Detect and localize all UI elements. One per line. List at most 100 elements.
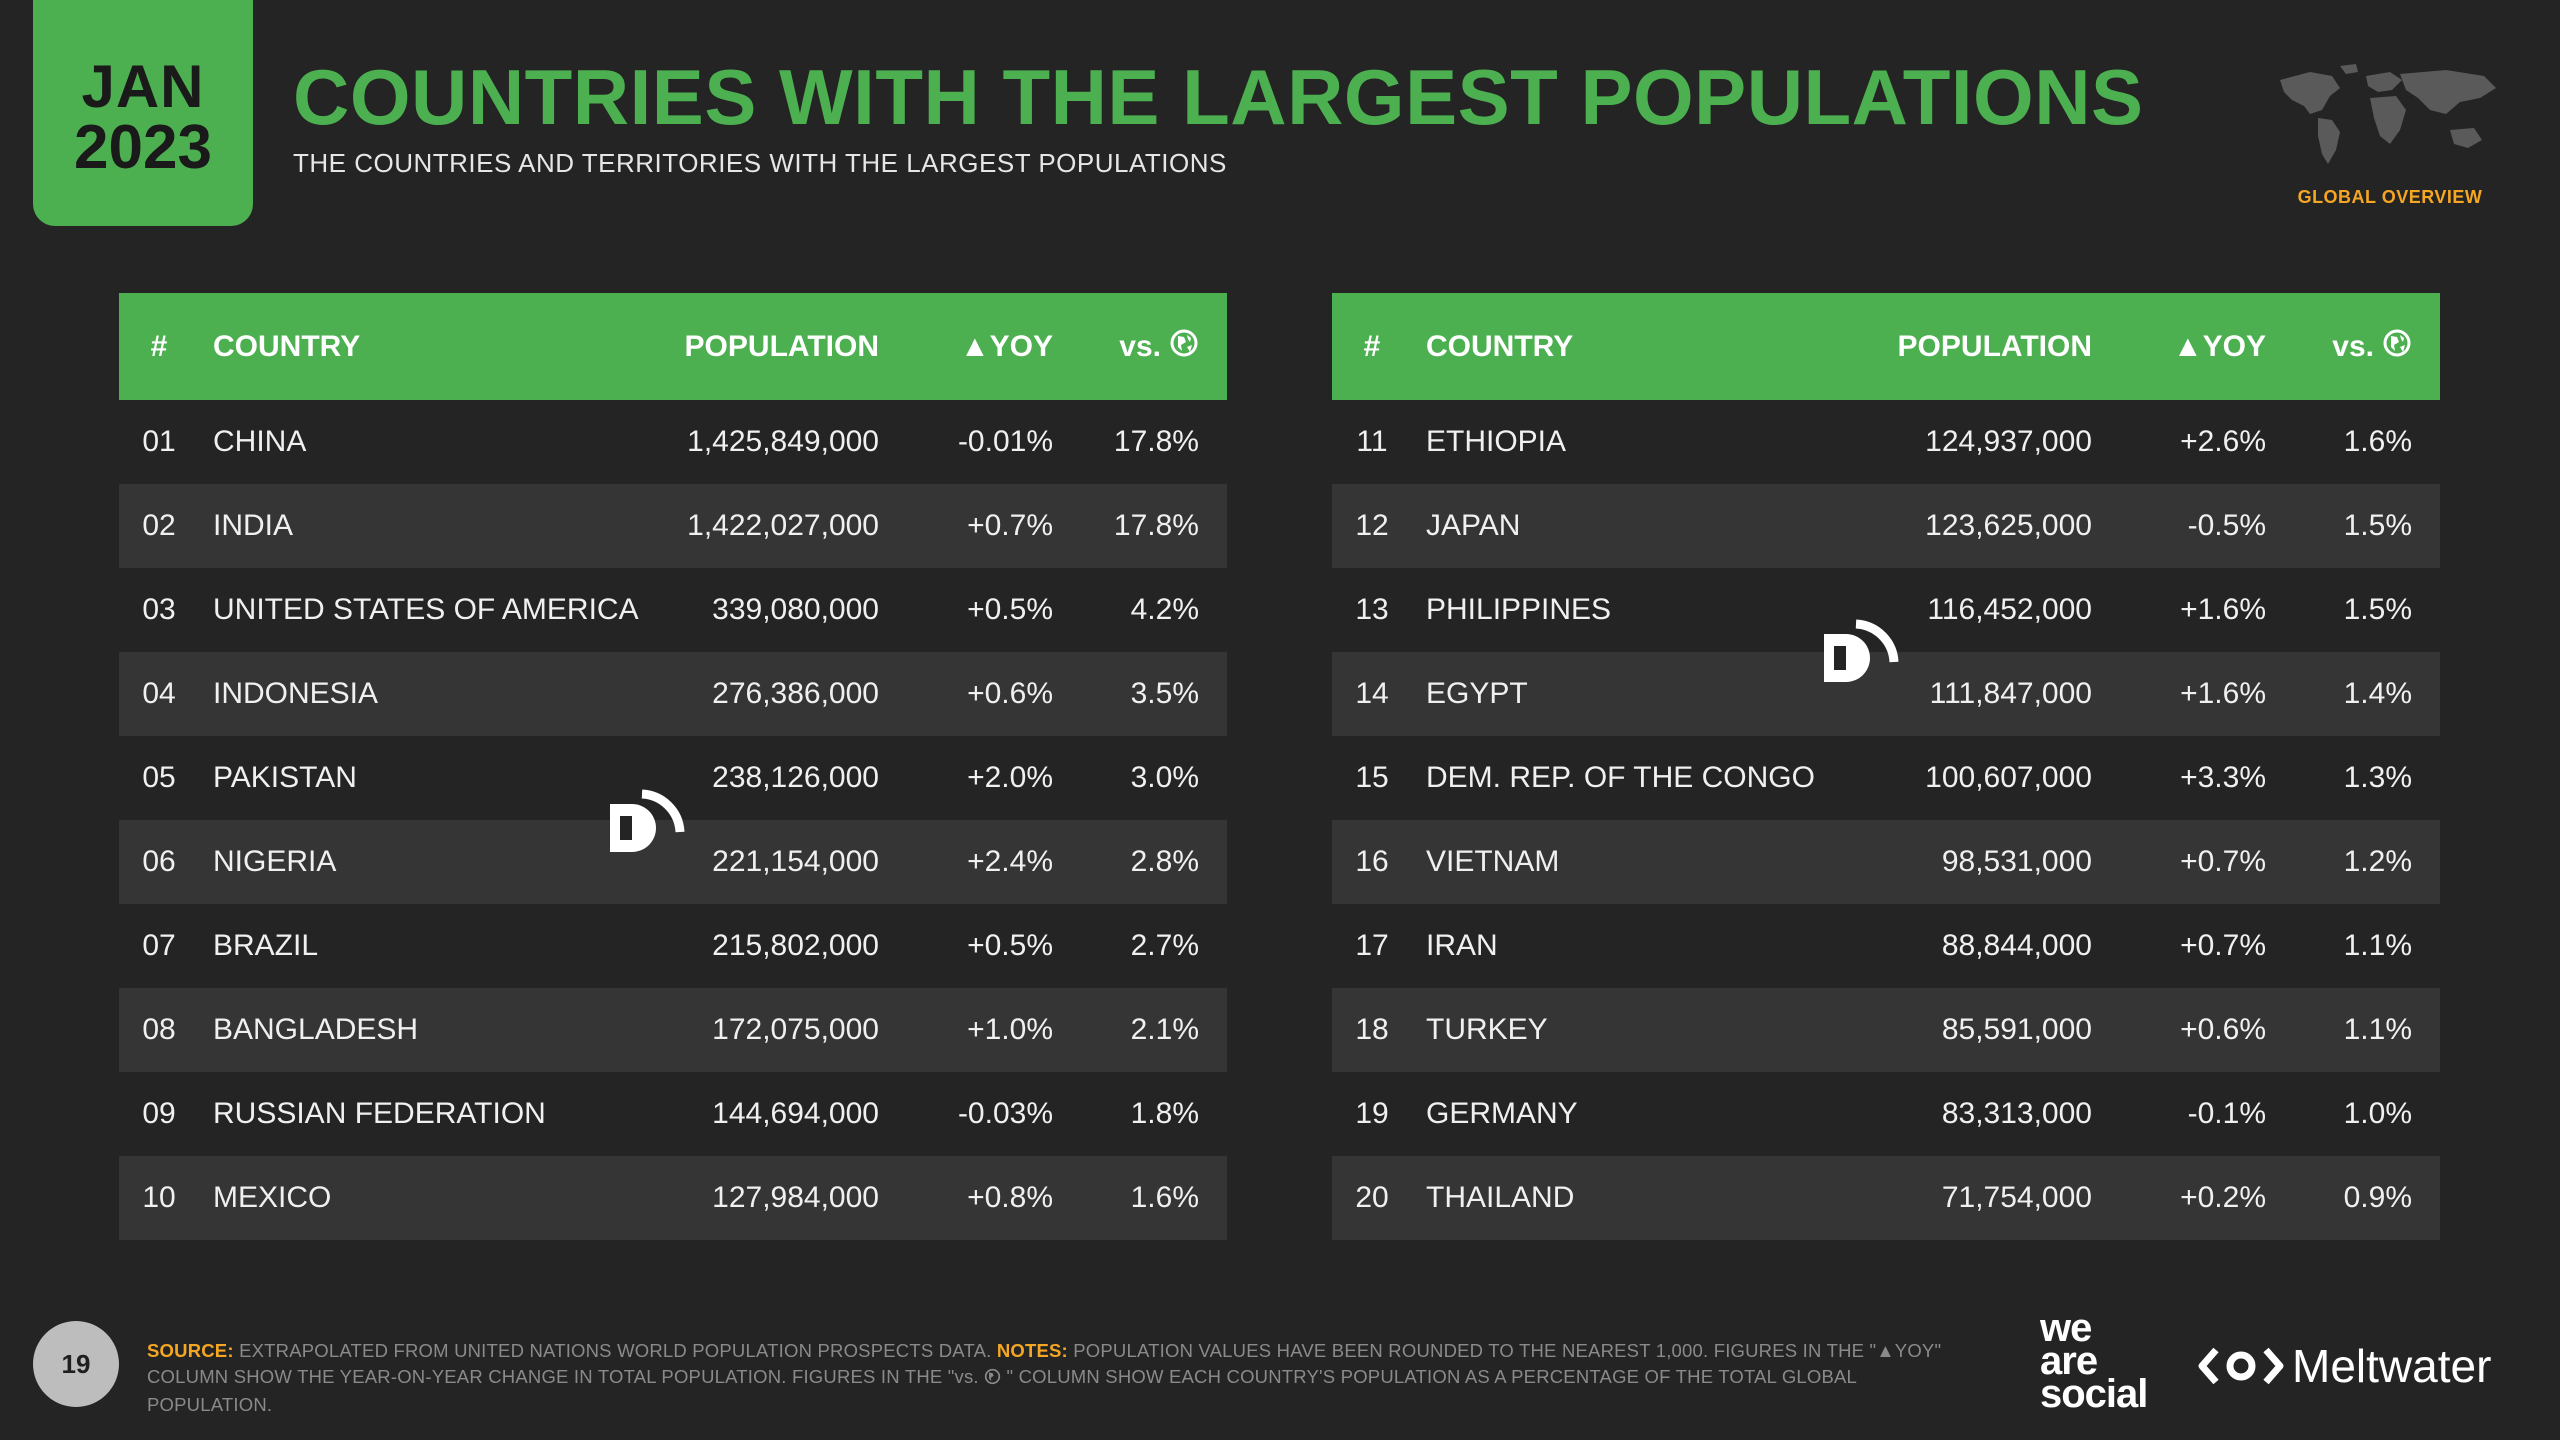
- table-row: 05 PAKISTAN 238,126,000 +2.0% 3.0%: [119, 736, 1227, 820]
- share-cell: 1.6%: [2343, 425, 2412, 458]
- table-row: 03 UNITED STATES OF AMERICA 339,080,000 +0.…: [119, 568, 1227, 652]
- yoy-cell: +2.6%: [2180, 425, 2266, 458]
- population-cell: 276,386,000: [712, 677, 879, 710]
- share-cell: 4.2%: [1130, 593, 1199, 626]
- share-cell: 1.4%: [2343, 677, 2412, 710]
- table-row: 19 GERMANY 83,313,000 -0.1% 1.0%: [1332, 1072, 2440, 1156]
- page-number: 19: [33, 1321, 119, 1407]
- table-row: 04 INDONESIA 276,386,000 +0.6% 3.5%: [119, 652, 1227, 736]
- population-cell: 215,802,000: [712, 929, 879, 962]
- header-country: COUNTRY: [1426, 329, 1574, 363]
- share-cell: 1.1%: [2343, 1013, 2412, 1046]
- population-cell: 1,425,849,000: [687, 425, 879, 458]
- share-cell: 3.0%: [1130, 761, 1199, 794]
- header-rank: #: [1363, 329, 1381, 363]
- datareportal-watermark-icon: [606, 776, 688, 863]
- country-cell: EGYPT: [1426, 677, 1528, 710]
- table-row: 11 ETHIOPIA 124,937,000 +2.6% 1.6%: [1332, 400, 2440, 484]
- table-header: # COUNTRY POPULATION ▲YOY vs.: [119, 293, 1227, 400]
- country-cell: GERMANY: [1426, 1097, 1578, 1130]
- notes-text-1: POPULATION VALUES HAVE BEEN ROUNDED TO T…: [147, 1340, 1942, 1387]
- rank-cell: 03: [142, 593, 176, 626]
- rank-cell: 14: [1355, 677, 1389, 710]
- logo-line: social: [2040, 1372, 2148, 1416]
- country-cell: IRAN: [1426, 929, 1498, 962]
- country-cell: RUSSIAN FEDERATION: [213, 1097, 546, 1130]
- we-are-social-logo: we are social: [2040, 1306, 2148, 1416]
- share-cell: 2.1%: [1130, 1013, 1199, 1046]
- globe-icon: [984, 1366, 1001, 1392]
- rank-cell: 18: [1355, 1013, 1389, 1046]
- rank-cell: 02: [142, 509, 176, 542]
- yoy-cell: +0.5%: [967, 593, 1053, 626]
- yoy-cell: -0.5%: [2187, 509, 2266, 542]
- header-country: COUNTRY: [213, 329, 361, 363]
- table-row: 20 THAILAND 71,754,000 +0.2% 0.9%: [1332, 1156, 2440, 1240]
- country-cell: PAKISTAN: [213, 761, 357, 794]
- rank-cell: 04: [142, 677, 176, 710]
- country-cell: MEXICO: [213, 1181, 332, 1214]
- header-population: POPULATION: [1897, 329, 2092, 363]
- header-population: POPULATION: [684, 329, 879, 363]
- population-table-left: # COUNTRY POPULATION ▲YOY vs. 01 CHINA 1,4…: [119, 293, 1227, 1240]
- table-row: 16 VIETNAM 98,531,000 +0.7% 1.2%: [1332, 820, 2440, 904]
- population-cell: 111,847,000: [1929, 677, 2092, 710]
- table-row: 10 MEXICO 127,984,000 +0.8% 1.6%: [119, 1156, 1227, 1240]
- logo-line: we: [2040, 1306, 2092, 1350]
- meltwater-wordmark: Meltwater: [2292, 1340, 2492, 1392]
- yoy-cell: +0.2%: [2180, 1181, 2266, 1214]
- rank-cell: 17: [1355, 929, 1389, 962]
- table-row: 17 IRAN 88,844,000 +0.7% 1.1%: [1332, 904, 2440, 988]
- share-cell: 0.9%: [2343, 1181, 2412, 1214]
- population-cell: 238,126,000: [712, 761, 879, 794]
- yoy-cell: +1.6%: [2180, 677, 2266, 710]
- country-cell: TURKEY: [1426, 1013, 1548, 1046]
- share-cell: 1.5%: [2343, 593, 2412, 626]
- header-yoy: ▲YOY: [2172, 329, 2266, 363]
- population-cell: 339,080,000: [712, 593, 879, 626]
- country-cell: THAILAND: [1426, 1181, 1575, 1214]
- rank-cell: 10: [142, 1181, 176, 1214]
- country-cell: BRAZIL: [213, 929, 319, 962]
- table-row: 18 TURKEY 85,591,000 +0.6% 1.1%: [1332, 988, 2440, 1072]
- table-header: # COUNTRY POPULATION ▲YOY vs.: [1332, 293, 2440, 400]
- population-cell: 1,422,027,000: [687, 509, 879, 542]
- footer-notes: SOURCE: EXTRAPOLATED FROM UNITED NATIONS…: [147, 1338, 1967, 1418]
- country-cell: BANGLADESH: [213, 1013, 419, 1046]
- share-cell: 1.0%: [2343, 1097, 2412, 1130]
- population-cell: 127,984,000: [712, 1181, 879, 1214]
- rank-cell: 20: [1355, 1181, 1389, 1214]
- date-badge: JAN 2023: [33, 0, 253, 226]
- population-cell: 123,625,000: [1925, 509, 2092, 542]
- country-cell: CHINA: [213, 425, 307, 458]
- rank-cell: 12: [1355, 509, 1389, 542]
- rank-cell: 15: [1355, 761, 1389, 794]
- yoy-cell: +3.3%: [2180, 761, 2266, 794]
- yoy-cell: -0.1%: [2187, 1097, 2266, 1130]
- yoy-cell: +1.0%: [967, 1013, 1053, 1046]
- population-cell: 221,154,000: [712, 845, 879, 878]
- table-row: 01 CHINA 1,425,849,000 -0.01% 17.8%: [119, 400, 1227, 484]
- table-row: 09 RUSSIAN FEDERATION 144,694,000 -0.03% 1.8…: [119, 1072, 1227, 1156]
- yoy-cell: +0.8%: [967, 1181, 1053, 1214]
- table-row: 07 BRAZIL 215,802,000 +0.5% 2.7%: [119, 904, 1227, 988]
- population-cell: 85,591,000: [1941, 1013, 2092, 1046]
- badge-year: 2023: [74, 113, 212, 182]
- header-share-label: vs.: [2332, 329, 2374, 363]
- datareportal-watermark-icon: [1820, 606, 1902, 693]
- population-cell: 172,075,000: [712, 1013, 879, 1046]
- table-row: 02 INDIA 1,422,027,000 +0.7% 17.8%: [119, 484, 1227, 568]
- logo-line: are: [2040, 1339, 2098, 1383]
- table-row: 12 JAPAN 123,625,000 -0.5% 1.5%: [1332, 484, 2440, 568]
- page-title: COUNTRIES WITH THE LARGEST POPULATIONS: [293, 53, 2144, 141]
- population-cell: 124,937,000: [1925, 425, 2092, 458]
- rank-cell: 11: [1356, 425, 1388, 458]
- table-row: 13 PHILIPPINES 116,452,000 +1.6% 1.5%: [1332, 568, 2440, 652]
- rank-cell: 19: [1355, 1097, 1389, 1130]
- rank-cell: 06: [142, 845, 176, 878]
- rank-cell: 05: [142, 761, 176, 794]
- country-cell: VIETNAM: [1426, 845, 1560, 878]
- yoy-cell: +2.4%: [967, 845, 1053, 878]
- share-cell: 1.5%: [2343, 509, 2412, 542]
- country-cell: PHILIPPINES: [1426, 593, 1612, 626]
